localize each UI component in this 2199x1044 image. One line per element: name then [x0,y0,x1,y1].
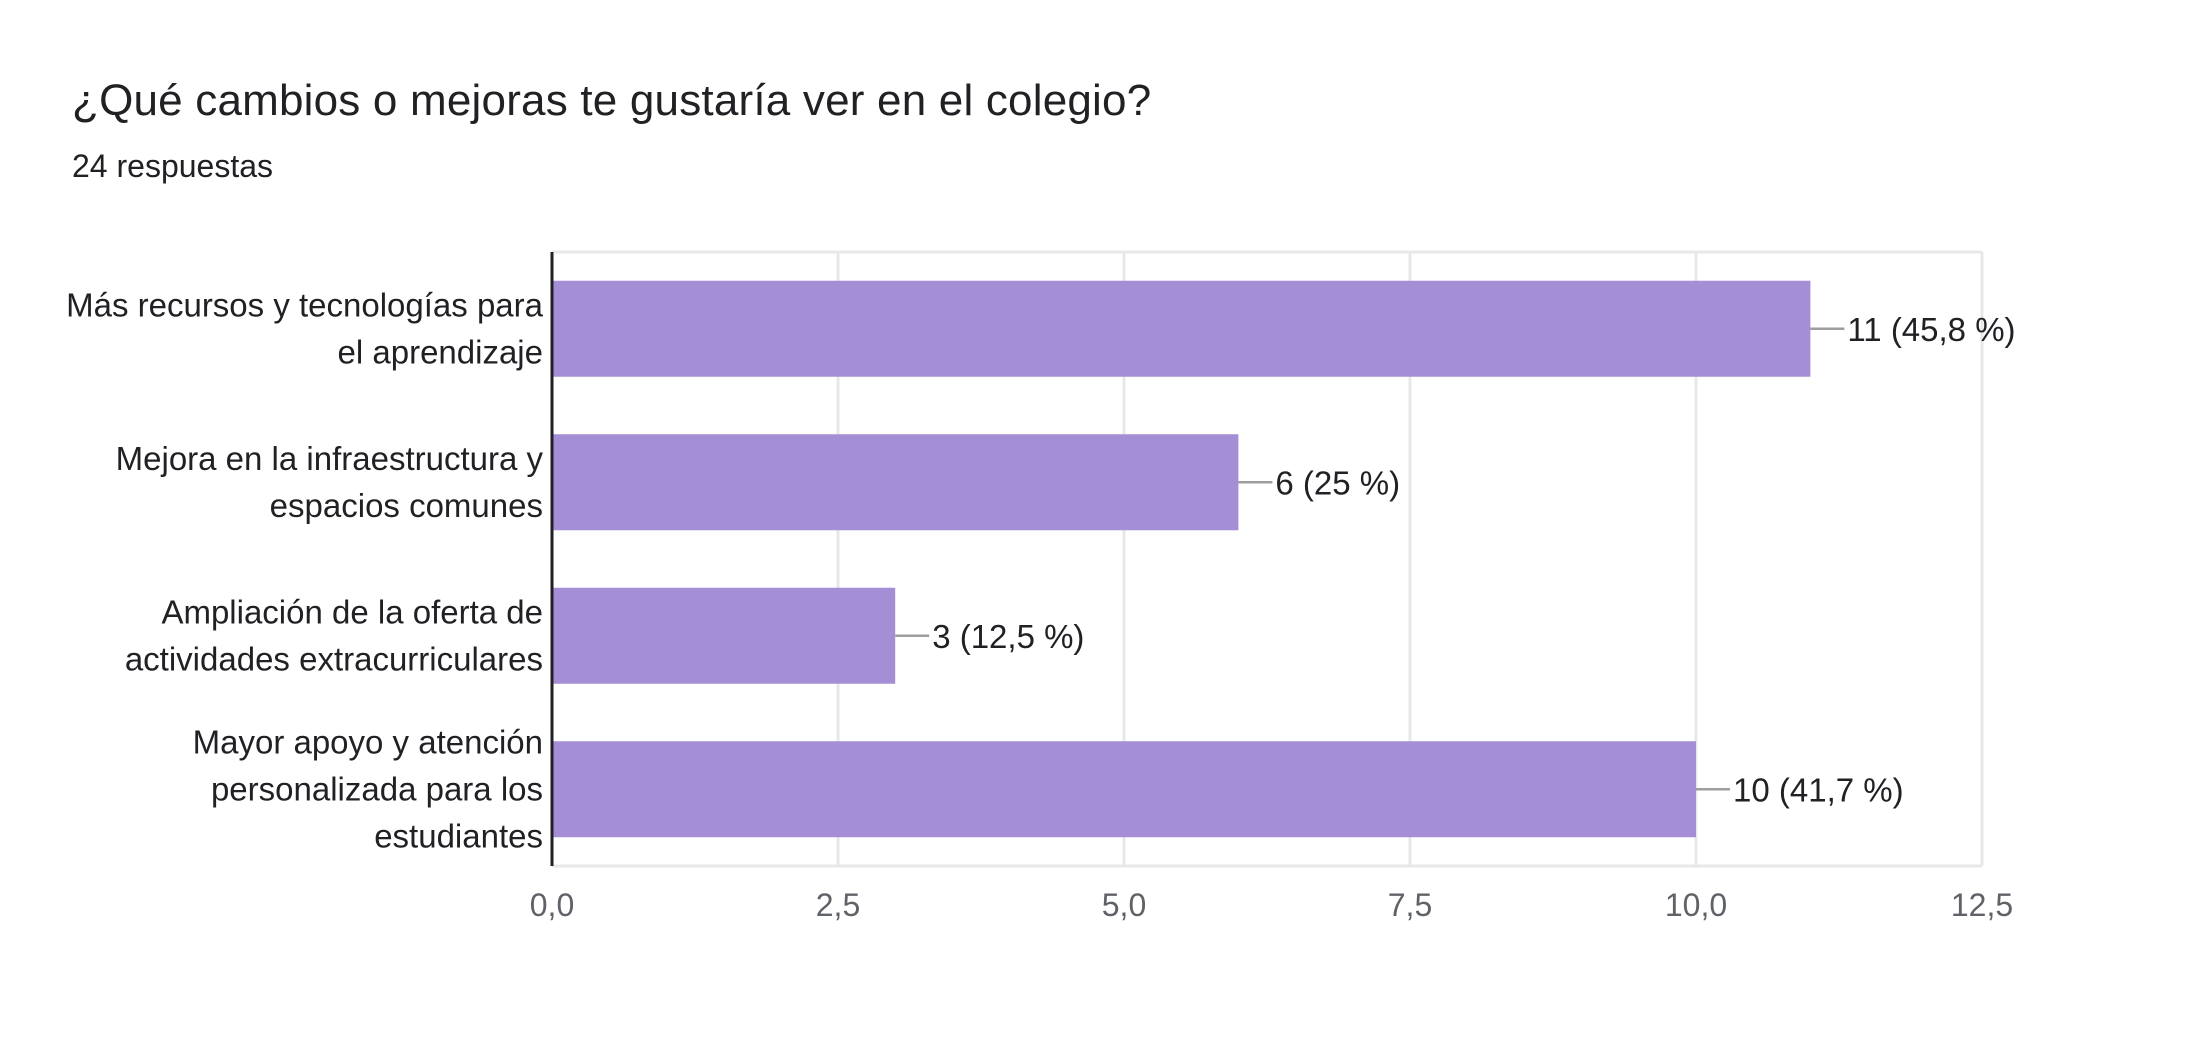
x-tick-label: 12,5 [1951,887,2013,923]
bar [552,434,1239,531]
response-count: 24 respuestas [72,148,274,184]
data-label: 6 (25 %) [1275,464,1400,501]
bar [552,587,896,684]
bar [552,741,1696,838]
data-label: 3 (12,5 %) [932,618,1084,655]
category-label: el aprendizaje [338,333,543,370]
data-label: 10 (41,7 %) [1733,771,1904,808]
category-label: Mejora en la infraestructura y [116,440,544,477]
chart-title: ¿Qué cambios o mejoras te gustaría ver e… [72,76,1152,125]
category-label: estudiantes [374,817,543,854]
bar [552,280,1811,377]
x-tick-label: 5,0 [1102,887,1146,923]
category-label: personalizada para los [211,770,543,807]
category-label: Mayor apoyo y atención [193,723,543,760]
category-label: espacios comunes [270,487,543,524]
category-label: Ampliación de la oferta de [161,593,543,630]
category-label: actividades extracurriculares [125,640,543,677]
category-label: Más recursos y tecnologías para [66,286,544,323]
x-tick-label: 10,0 [1665,887,1727,923]
x-tick-label: 7,5 [1388,887,1432,923]
data-label: 11 (45,8 %) [1847,311,2015,348]
x-tick-label: 2,5 [816,887,860,923]
x-tick-label: 0,0 [530,887,574,923]
